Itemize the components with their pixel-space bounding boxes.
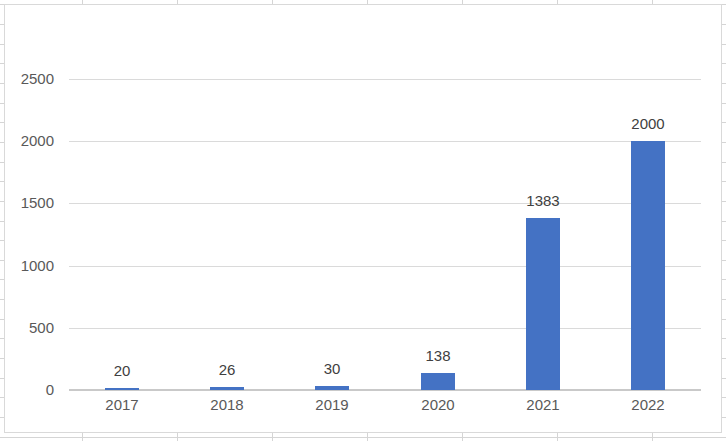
sheet-row-stub-right [722,417,726,418]
y-axis-tick-label: 2500 [10,71,54,87]
data-label: 26 [182,362,272,378]
sheet-row-stub-right [722,63,726,64]
gridline [69,141,701,142]
x-axis-label: 2018 [182,397,272,413]
sheet-column-tick-bottom [557,433,558,441]
sheet-row-stub-right [722,338,726,339]
sheet-row-stub-right [722,378,726,379]
y-axis-tick-label: 2000 [10,133,54,149]
sheet-row-stub-right [722,397,726,398]
sheet-row-stub-right [722,44,726,45]
y-axis-tick-label: 0 [10,382,54,398]
bar-2020[interactable] [421,373,455,390]
sheet-column-tick-bottom [272,433,273,441]
data-label: 2000 [603,116,693,132]
x-axis-label: 2020 [393,397,483,413]
sheet-row-stub-right [722,260,726,261]
sheet-row-stub-right [722,162,726,163]
sheet-row-stub-right [722,279,726,280]
data-label: 30 [287,361,377,377]
sheet-row-stub-right [722,142,726,143]
sheet-row-stub-right [722,221,726,222]
sheet-column-tick-bottom [652,433,653,441]
x-axis-label: 2019 [287,397,377,413]
sheet-column-tick-bottom [82,433,83,441]
x-axis-label: 2021 [498,397,588,413]
bar-2019[interactable] [315,386,349,390]
bar-2017[interactable] [105,388,139,390]
sheet-row-stub-right [722,299,726,300]
gridline [69,79,701,80]
sheet-row-line-bottom [0,437,726,438]
data-label: 1383 [498,193,588,209]
gridline [69,203,701,204]
y-axis-tick-label: 1500 [10,195,54,211]
bar-2022[interactable] [631,141,665,390]
sheet-row-stub-right [722,201,726,202]
sheet-column-tick-bottom [462,433,463,441]
gridline [69,328,701,329]
sheet-row-stub-right [722,122,726,123]
sheet-row-stub-right [722,240,726,241]
data-label: 138 [393,348,483,364]
chart-object[interactable]: 0 500 1000 1500 2000 2500 20 2017 26 2018 30 2019 13… [4,4,722,433]
x-axis-line [69,389,701,391]
x-axis-label: 2017 [77,397,167,413]
sheet-row-stub-right [722,319,726,320]
sheet-row-stub-right [722,103,726,104]
spreadsheet-canvas: 0 500 1000 1500 2000 2500 20 2017 26 2018 30 2019 13… [0,0,726,441]
bar-2021[interactable] [526,218,560,390]
gridline [69,266,701,267]
sheet-row-stub-right [722,181,726,182]
data-label: 20 [77,363,167,379]
sheet-row-stub-right [722,83,726,84]
sheet-row-stub-right [722,24,726,25]
sheet-row-stub-right [722,358,726,359]
sheet-column-tick-bottom [177,433,178,441]
y-axis-tick-label: 500 [10,320,54,336]
bar-2018[interactable] [210,387,244,390]
sheet-column-tick-bottom [367,433,368,441]
x-axis-label: 2022 [603,397,693,413]
y-axis-tick-label: 1000 [10,258,54,274]
